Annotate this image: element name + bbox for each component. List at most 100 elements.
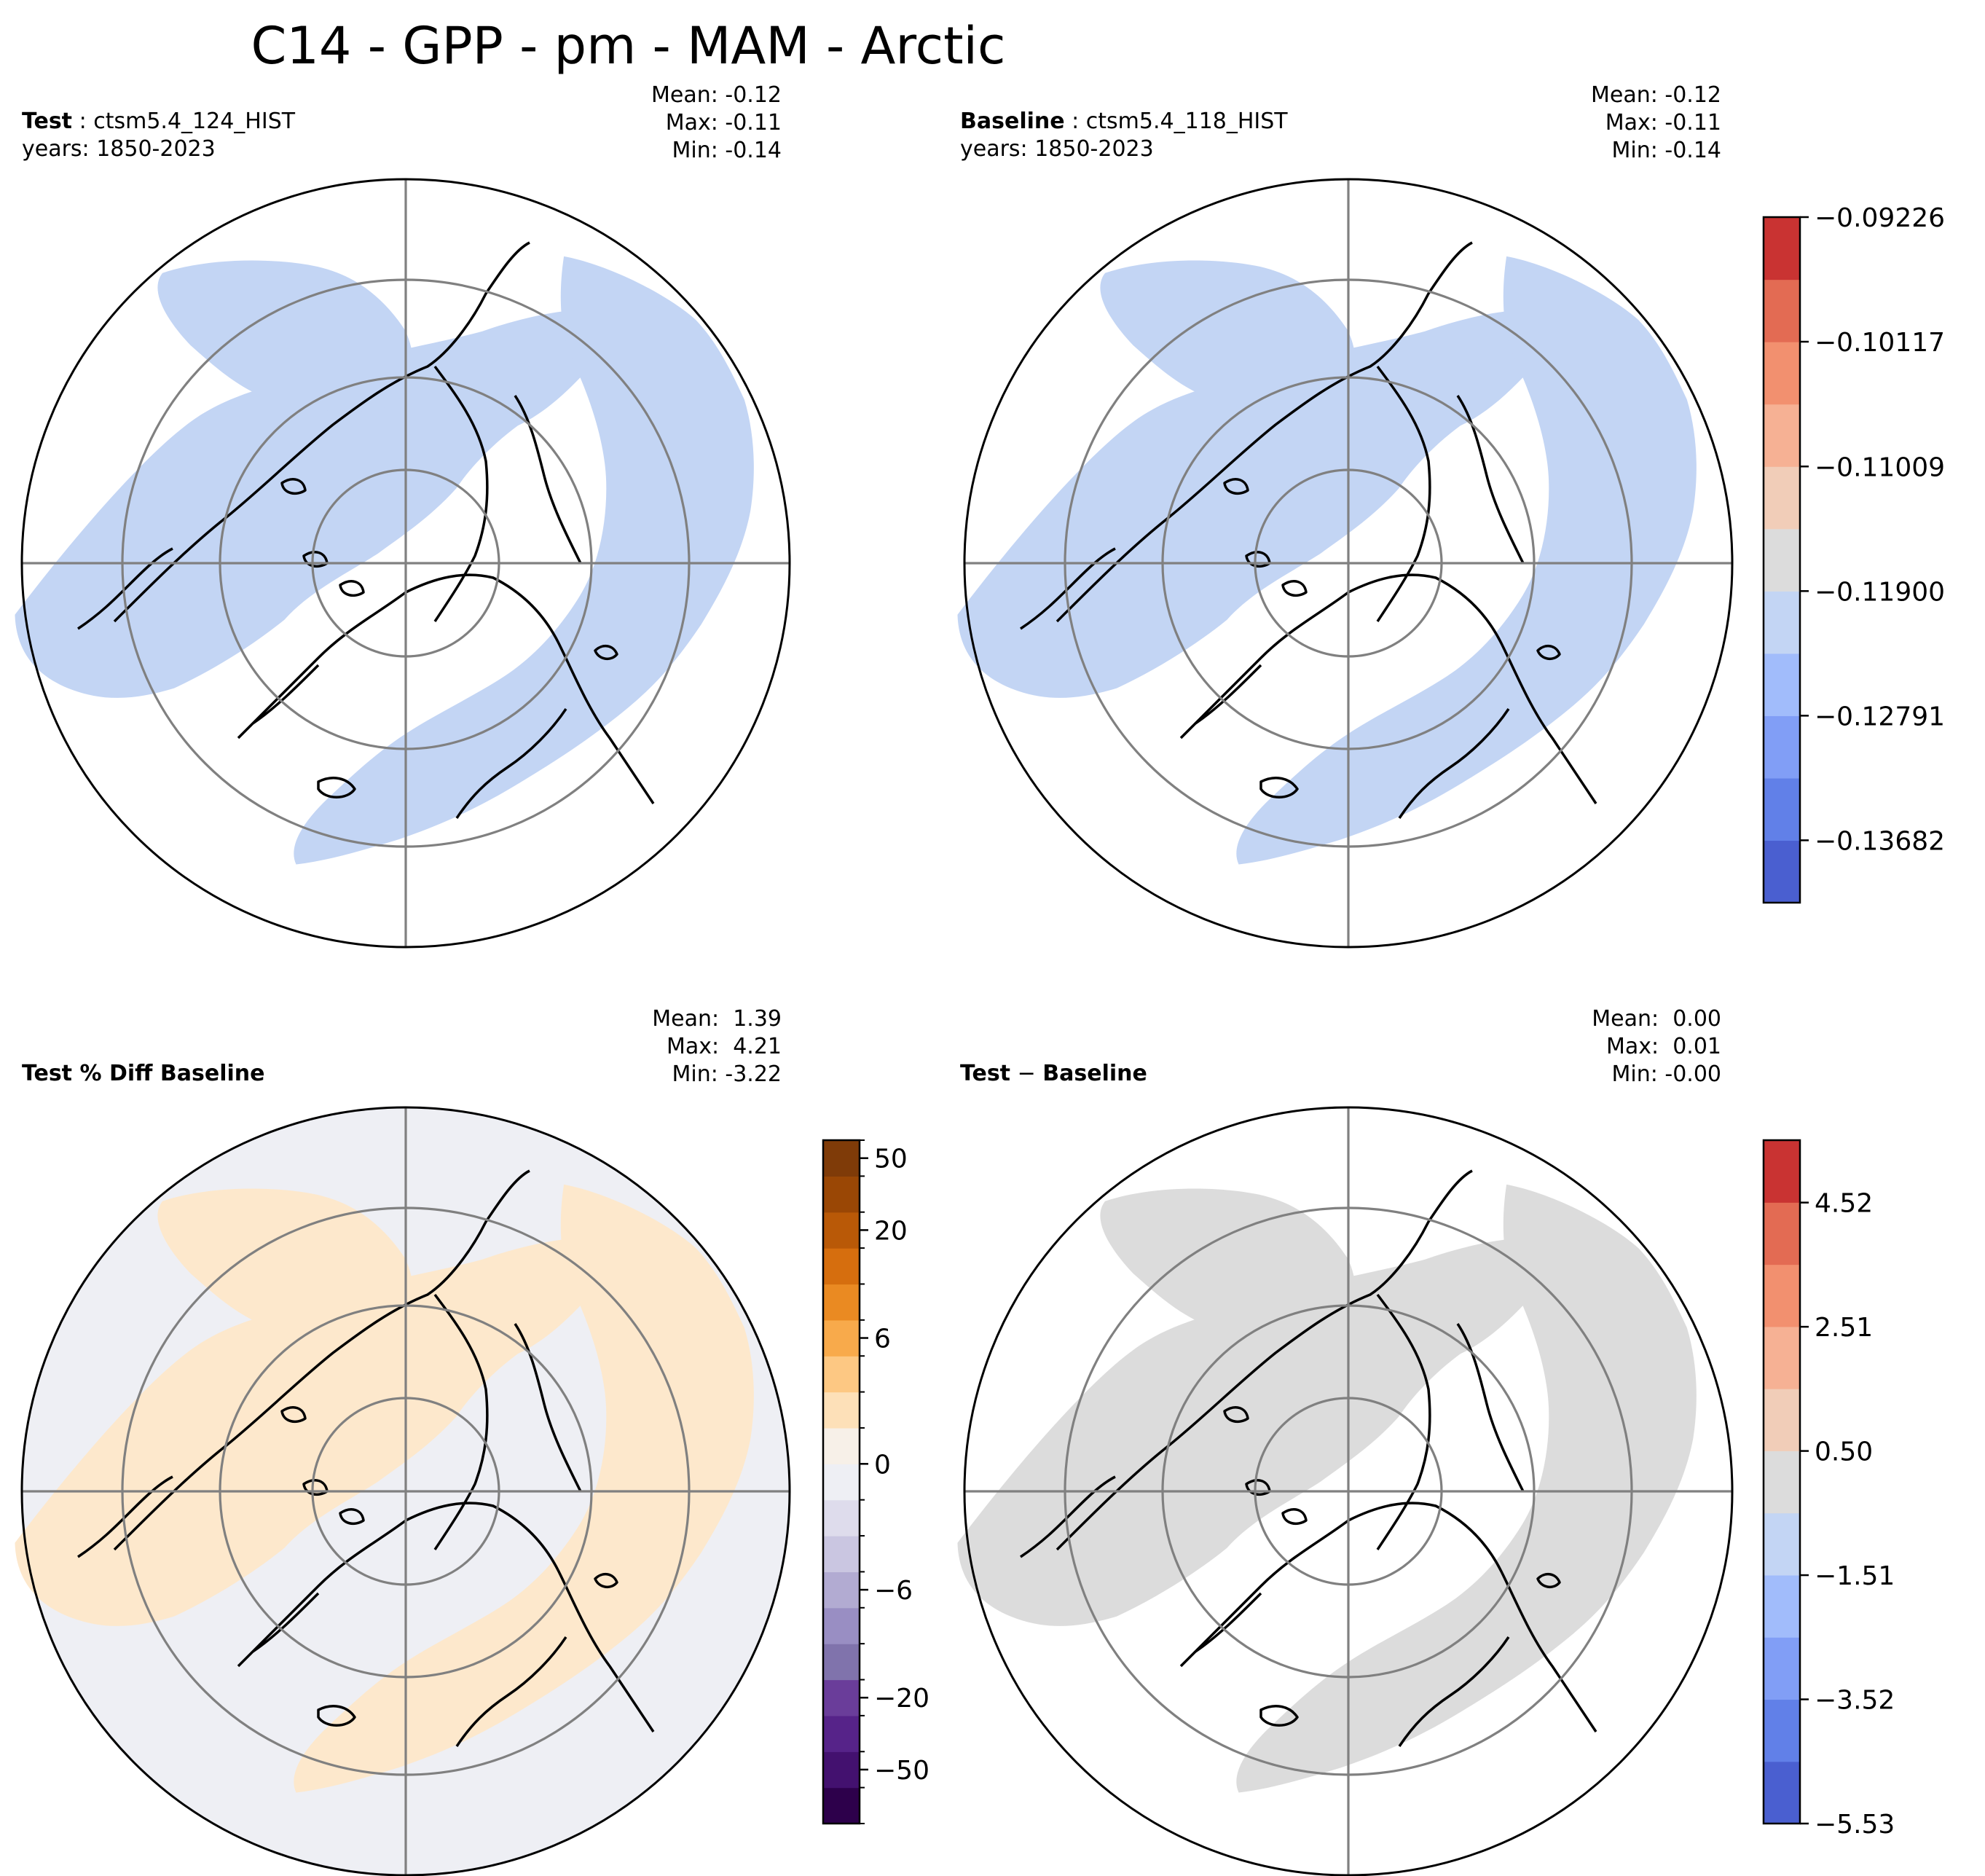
baseline-label: Baseline: [960, 109, 1065, 134]
cb-top-segment: [1764, 777, 1800, 841]
pctdiff-min: Min: -3.22: [672, 1061, 782, 1087]
cb-top-segment: [1764, 279, 1800, 342]
cb-diff-segment: [1764, 1451, 1800, 1514]
cb-diff-tick-label: −1.51: [1815, 1561, 1895, 1591]
cb-diff-segment: [1764, 1202, 1800, 1265]
test-panel-title: Test : ctsm5.4_124_HIST years: 1850-2023: [22, 109, 296, 162]
cb-diff-tick-label: 2.51: [1815, 1313, 1873, 1343]
pctdiff-max: Max: 4.21: [667, 1034, 782, 1059]
pctdiff-mean: Mean: 1.39: [652, 1006, 782, 1032]
cb-pct-tick-label: 0: [874, 1450, 891, 1480]
diff-max: Max: 0.01: [1606, 1034, 1721, 1059]
pctdiff-panel-title: Test % Diff Baseline: [22, 1060, 265, 1088]
test-stats: Mean: -0.12 Max: -0.11 Min: -0.14: [651, 82, 782, 165]
cb-top-segment: [1764, 715, 1800, 779]
cb-diff-tick-label: 0.50: [1815, 1437, 1873, 1467]
cb-top-segment: [1764, 528, 1800, 592]
colorbar-diff: −5.53 −3.52 −1.51 0.50 2.51 4.52: [1762, 1139, 1895, 1840]
cb-pct-segment: [823, 1464, 860, 1501]
test-mean: Mean: -0.12: [650, 82, 782, 108]
cb-diff-segment: [1764, 1140, 1800, 1203]
cb-diff-segment: [1764, 1326, 1800, 1389]
cb-pct-segment: [823, 1787, 860, 1824]
figure-title: C14 - GPP - pm - MAM - Arctic: [251, 16, 1006, 76]
cb-pct-frame: [822, 1139, 861, 1825]
cb-diff-segment: [1764, 1761, 1800, 1824]
cb-top-tick-label: −0.10117: [1815, 328, 1945, 358]
cb-diff-segment: [1764, 1389, 1800, 1451]
baseline-years: years: 1850-2023: [960, 136, 1154, 162]
cb-diff-segment: [1764, 1637, 1800, 1700]
cb-pct-tick-label: −20: [874, 1684, 929, 1714]
cb-top-segment: [1764, 404, 1800, 467]
cb-diff-segment: [1764, 1574, 1800, 1638]
cb-pct-segment: [823, 1427, 860, 1464]
cb-pct-segment: [823, 1356, 860, 1393]
cb-pct-segment: [823, 1751, 860, 1789]
cb-top-segment: [1764, 466, 1800, 530]
test-years: years: 1850-2023: [22, 136, 216, 162]
cb-pct-segment: [823, 1644, 860, 1681]
cb-pct-segment: [823, 1248, 860, 1285]
diff-label-b: Baseline: [1042, 1061, 1147, 1086]
cb-diff-segment: [1764, 1512, 1800, 1576]
test-case: ctsm5.4_124_HIST: [93, 109, 296, 134]
pctdiff-map: [0, 1047, 814, 1876]
cb-pct-segment: [823, 1392, 860, 1429]
diff-label-op: −: [1017, 1061, 1036, 1086]
cb-top-tick-label: −0.09226: [1815, 203, 1945, 233]
baseline-case: ctsm5.4_118_HIST: [1085, 109, 1288, 134]
cb-top-segment: [1764, 342, 1800, 405]
test-max: Max: -0.11: [665, 110, 782, 136]
test-min: Min: -0.14: [672, 138, 782, 163]
pctdiff-label: Test % Diff Baseline: [22, 1061, 265, 1086]
cb-diff-segment: [1764, 1699, 1800, 1762]
diff-map: [910, 1047, 1757, 1876]
cb-top-tick-label: −0.13682: [1815, 826, 1945, 856]
cb-pct-segment: [823, 1140, 860, 1177]
cb-pct-segment: [823, 1715, 860, 1752]
cb-diff-frame: [1762, 1139, 1801, 1825]
cb-top-tick-label: −0.12791: [1815, 702, 1945, 731]
baseline-map-boundary: [963, 178, 1734, 949]
diff-panel-title: Test − Baseline: [960, 1060, 1147, 1088]
cb-pct-segment: [823, 1212, 860, 1249]
baseline-panel-title: Baseline : ctsm5.4_118_HIST years: 1850-2…: [960, 109, 1288, 162]
diff-min: Min: -0.00: [1611, 1061, 1722, 1087]
baseline-map: [910, 119, 1757, 970]
test-map-boundary: [20, 178, 791, 949]
cb-pct-segment: [823, 1571, 860, 1609]
baseline-min: Min: -0.14: [1611, 138, 1722, 163]
colorbar-pctdiff: −50 −20 −6 0 6 20 50: [822, 1139, 929, 1825]
cb-pct-tick-label: 20: [874, 1216, 908, 1246]
cb-pct-tick-label: −6: [874, 1576, 913, 1606]
baseline-max: Max: -0.11: [1605, 110, 1721, 136]
diff-stats: Mean: 0.00 Max: 0.01 Min: -0.00: [1592, 1005, 1721, 1088]
test-label: Test: [22, 109, 73, 134]
cb-pct-tick-label: −50: [874, 1756, 929, 1786]
cb-pct-segment: [823, 1607, 860, 1644]
cb-diff-tick-label: −3.52: [1815, 1686, 1895, 1716]
cb-pct-tick-label: 50: [874, 1145, 908, 1174]
cb-top-frame: [1762, 216, 1801, 904]
diff-map-boundary: [963, 1106, 1734, 1876]
cb-top-segment: [1764, 840, 1800, 903]
baseline-mean: Mean: -0.12: [1590, 82, 1721, 108]
cb-diff-segment: [1764, 1264, 1800, 1327]
cb-pct-segment: [823, 1176, 860, 1213]
cb-pct-segment: [823, 1319, 860, 1357]
pctdiff-stats: Mean: 1.39 Max: 4.21 Min: -3.22: [652, 1005, 782, 1088]
cb-pct-segment: [823, 1536, 860, 1573]
cb-pct-segment: [823, 1679, 860, 1716]
diff-mean: Mean: 0.00: [1592, 1006, 1721, 1032]
pctdiff-map-boundary: [20, 1106, 791, 1876]
cb-top-tick-label: −0.11009: [1815, 452, 1945, 482]
test-map: [0, 119, 814, 970]
cb-pct-segment: [823, 1284, 860, 1321]
baseline-stats: Mean: -0.12 Max: -0.11 Min: -0.14: [1591, 82, 1721, 165]
cb-diff-tick-label: 4.52: [1815, 1189, 1873, 1219]
cb-top-segment: [1764, 217, 1800, 280]
cb-pct-tick-label: 6: [874, 1324, 891, 1354]
cb-diff-tick-label: −5.53: [1815, 1810, 1895, 1840]
